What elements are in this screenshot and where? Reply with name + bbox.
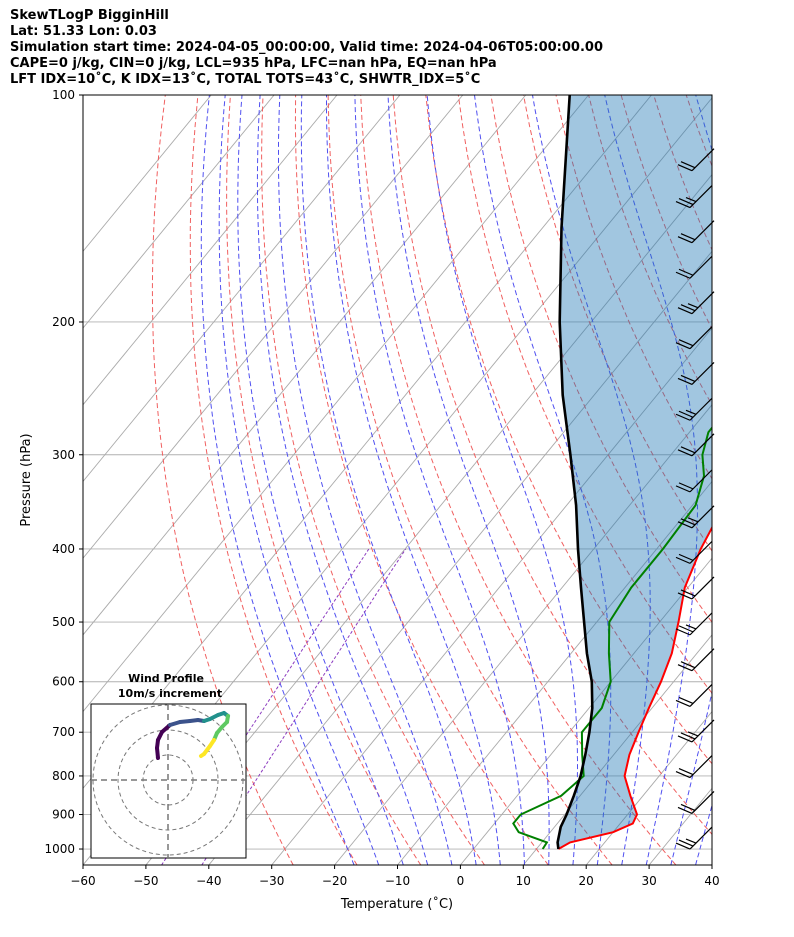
isotherm-line — [271, 327, 712, 865]
wind-barb — [677, 719, 715, 743]
temperature-line — [557, 525, 712, 850]
dry-adiabat — [719, 95, 794, 865]
moist-adiabat — [256, 95, 429, 865]
y-tick-label: 400 — [52, 542, 75, 556]
isotherm-line — [83, 95, 338, 406]
x-tick-label: −10 — [385, 874, 410, 888]
y-tick-label: 700 — [52, 725, 75, 739]
isotherm-line — [397, 480, 712, 865]
y-tick-label: 900 — [52, 808, 75, 822]
y-tick-label: 100 — [52, 88, 75, 102]
y-tick-label: 600 — [52, 675, 75, 689]
x-tick-label: 40 — [704, 874, 719, 888]
x-tick-label: 20 — [579, 874, 594, 888]
wind-barb — [677, 576, 715, 600]
parcel-path-line — [556, 95, 594, 850]
wind-barb — [677, 433, 715, 457]
isotherm-line — [711, 864, 712, 865]
hodograph-segment — [199, 752, 206, 758]
dry-adiabat — [226, 95, 422, 865]
location-line: Lat: 51.33 Lon: 0.03 — [10, 24, 157, 39]
wind-barb — [677, 791, 715, 814]
isotherm-line — [83, 95, 275, 329]
y-tick-label: 800 — [52, 769, 75, 783]
time-line: Simulation start time: 2024-04-05_00:00:… — [10, 40, 603, 55]
inset-title: Wind Profile — [128, 672, 204, 685]
isotherm-line — [83, 95, 589, 713]
moist-adiabat — [604, 95, 698, 865]
dry-adiabat — [425, 95, 712, 765]
wind-barb — [677, 220, 715, 244]
y-tick-label: 300 — [52, 448, 75, 462]
dewpoint-line — [512, 426, 712, 850]
y-tick-label: 200 — [52, 315, 75, 329]
isotherm-line — [208, 250, 712, 865]
chart-title: SkewTLogP BigginHill — [10, 8, 169, 23]
moist-adiabat — [354, 95, 525, 865]
x-axis-label: Temperature (˚C) — [340, 896, 453, 912]
isotherm-line — [145, 173, 712, 865]
moist-adiabat — [426, 95, 578, 865]
dry-adiabat — [261, 95, 485, 865]
x-tick-label: 0 — [457, 874, 465, 888]
moist-adiabat — [326, 95, 501, 865]
dry-adiabat — [392, 95, 712, 836]
indices-line-2: LFT IDX=10˚C, K IDX=13˚C, TOTAL TOTS=43˚… — [10, 72, 481, 87]
wind-barb — [675, 612, 713, 636]
dry-adiabat — [523, 95, 712, 552]
wind-barb — [675, 540, 713, 564]
dry-adiabat — [360, 95, 677, 865]
x-tick-label: −20 — [322, 874, 347, 888]
dry-adiabat — [294, 95, 549, 865]
wind-barb — [675, 469, 713, 493]
isotherm-line — [83, 95, 464, 559]
isotherm-line — [83, 95, 527, 636]
moist-adiabat — [474, 95, 612, 865]
x-tick-label: −50 — [133, 874, 158, 888]
y-tick-label: 1000 — [44, 842, 75, 856]
dry-adiabat — [189, 95, 358, 865]
wind-barb — [677, 361, 715, 385]
moist-adiabat — [200, 95, 355, 865]
wind-barb — [677, 505, 715, 529]
inset-subtitle: 10m/s increment — [118, 687, 222, 700]
moist-adiabat — [237, 95, 404, 865]
wind-barb — [675, 397, 713, 421]
dry-adiabat — [327, 95, 613, 865]
indices-line-1: CAPE=0 j/kg, CIN=0 j/kg, LCL=935 hPa, LF… — [10, 56, 497, 71]
x-tick-label: 30 — [641, 874, 656, 888]
x-tick-label: 10 — [516, 874, 531, 888]
wind-barb — [675, 255, 713, 279]
dry-adiabat — [151, 95, 294, 865]
y-axis-label: Pressure (hPa) — [19, 433, 34, 526]
moist-adiabat — [218, 95, 380, 865]
wind-barb — [675, 185, 713, 209]
isotherm-line — [334, 404, 712, 865]
isotherm-line — [83, 95, 401, 483]
wind-barb — [677, 148, 715, 172]
isotherm-line — [585, 710, 712, 865]
wind-barb — [675, 326, 713, 350]
wind-barb — [675, 826, 713, 850]
x-tick-label: −60 — [70, 874, 95, 888]
dry-adiabat — [490, 95, 712, 624]
x-tick-label: −40 — [196, 874, 221, 888]
isotherm-line — [522, 634, 712, 865]
chart-header: SkewTLogP BigginHill Lat: 51.33 Lon: 0.0… — [10, 8, 603, 88]
y-tick-label: 500 — [52, 615, 75, 629]
isotherm-line — [83, 95, 212, 253]
wind-barb — [675, 684, 713, 707]
moist-adiabat — [387, 95, 550, 865]
isotherm-line — [460, 557, 712, 865]
cin-shading — [557, 95, 712, 849]
x-tick-label: −30 — [259, 874, 284, 888]
wind-barb — [675, 755, 713, 779]
dry-adiabat — [751, 95, 794, 865]
moist-adiabat — [278, 95, 453, 865]
wind-barb — [677, 291, 715, 315]
wind-barb — [677, 648, 715, 672]
